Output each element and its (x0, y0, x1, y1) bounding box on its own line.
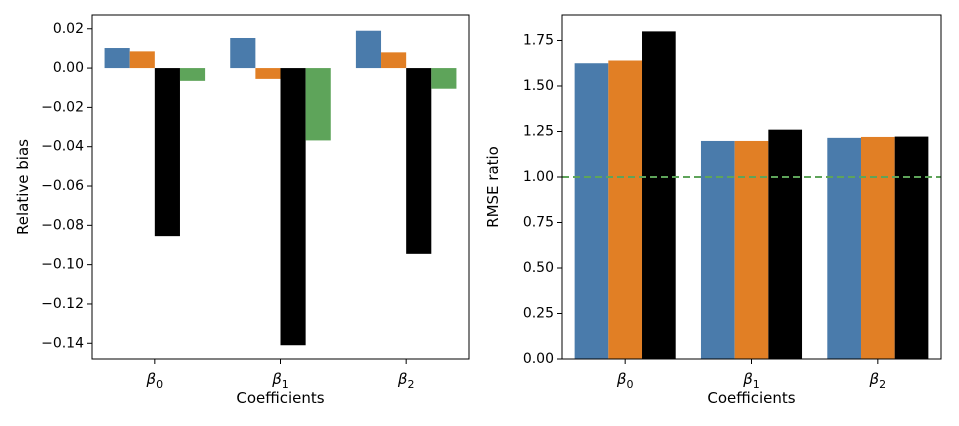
x-tick-label-subscript: 2 (879, 378, 886, 391)
x-tick-label-base: β (742, 370, 753, 388)
bar-series-4-2 (431, 68, 457, 89)
y-tick-label: 1.50 (523, 78, 554, 94)
y-tick-label: −0.02 (41, 99, 84, 115)
y-tick-label: 0.00 (523, 351, 554, 367)
y-tick-label: −0.14 (41, 335, 84, 351)
y-tick-label: −0.08 (41, 217, 84, 233)
x-tick-label-base: β (616, 370, 627, 388)
y-tick-label: 0.02 (53, 21, 84, 37)
bar-series-1-1 (230, 37, 256, 69)
y-tick-label: −0.10 (41, 257, 84, 273)
x-tick-label-subscript: 0 (626, 378, 633, 391)
bar-series-2-1 (734, 140, 769, 359)
bar-series-3-2 (894, 136, 929, 359)
y-tick-label: −0.04 (41, 139, 84, 155)
x-tick-label-base: β (397, 370, 408, 388)
x-tick-label-1: β1 (742, 370, 760, 391)
y-tick-label: −0.12 (41, 296, 84, 312)
x-tick-label-subscript: 2 (407, 378, 414, 391)
bar-series-1-2 (827, 137, 861, 359)
x-tick-label-subscript: 1 (282, 378, 289, 391)
bar-series-2-2 (381, 52, 407, 69)
bar-series-1-0 (104, 48, 130, 69)
x-axis-label: Coefficients (707, 389, 795, 407)
x-tick-label-0: β0 (616, 370, 634, 391)
y-tick-label: 1.00 (523, 169, 554, 185)
bar-series-1-1 (700, 140, 735, 359)
y-tick-label: 0.50 (523, 260, 554, 276)
y-tick-label: 0.75 (523, 214, 554, 230)
bar-series-3-1 (280, 68, 306, 346)
bar-series-2-0 (608, 60, 643, 359)
y-tick-label: 1.25 (523, 123, 554, 139)
bar-series-3-1 (768, 129, 803, 359)
y-axis-label: Relative bias (14, 139, 32, 235)
x-tick-label-2: β2 (869, 370, 887, 391)
x-tick-label-base: β (146, 370, 157, 388)
x-axis-label: Coefficients (236, 389, 324, 407)
bar-series-1-2 (355, 30, 382, 69)
relative-bias-chart: 0.02 0.00 −0.02 −0.04 −0.06 −0.08 −0.10 −0.12 −0… (14, 14, 470, 407)
y-axis-label: RMSE ratio (484, 146, 502, 228)
bar-series-3-0 (154, 68, 180, 237)
x-tick-label-base: β (869, 370, 880, 388)
x-tick-label-base: β (271, 370, 282, 388)
bar-series-2-0 (129, 51, 155, 69)
bar-series-3-0 (642, 31, 676, 360)
bar-series-3-2 (406, 68, 432, 254)
x-tick-label-2: β2 (397, 370, 415, 391)
bar-series-1-0 (574, 63, 609, 360)
y-tick-label: 0.00 (53, 60, 84, 76)
x-tick-label-0: β0 (146, 370, 164, 391)
bar-series-4-1 (305, 68, 331, 141)
y-tick-label: 1.75 (523, 32, 554, 48)
x-tick-label-1: β1 (271, 370, 289, 391)
x-tick-label-subscript: 1 (753, 378, 760, 391)
y-tick-label: 0.25 (523, 305, 554, 321)
x-tick-label-subscript: 0 (156, 378, 163, 391)
bar-series-2-2 (860, 136, 895, 359)
y-tick-label: −0.06 (41, 178, 84, 194)
bar-series-2-1 (255, 68, 281, 79)
bar-series-4-0 (179, 68, 206, 81)
